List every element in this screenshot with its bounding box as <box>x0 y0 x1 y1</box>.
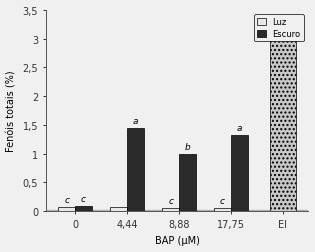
Text: a: a <box>237 124 242 133</box>
Text: c: c <box>64 195 69 204</box>
Text: c: c <box>220 196 225 205</box>
Bar <box>110 207 127 211</box>
Bar <box>75 206 92 211</box>
Text: c: c <box>168 196 173 205</box>
Bar <box>270 24 296 211</box>
Y-axis label: Fenóis totais (%): Fenóis totais (%) <box>7 71 17 152</box>
Bar <box>214 208 231 211</box>
X-axis label: BAP (μM): BAP (μM) <box>155 235 200 245</box>
Bar <box>58 207 75 211</box>
Bar <box>162 208 179 211</box>
Bar <box>46 210 308 211</box>
Text: a: a <box>133 116 138 125</box>
Legend: Luz, Escuro: Luz, Escuro <box>254 15 304 42</box>
Bar <box>179 154 196 211</box>
Text: c: c <box>81 194 86 203</box>
Bar <box>231 136 248 211</box>
Text: b: b <box>184 142 190 151</box>
Bar <box>127 128 144 211</box>
